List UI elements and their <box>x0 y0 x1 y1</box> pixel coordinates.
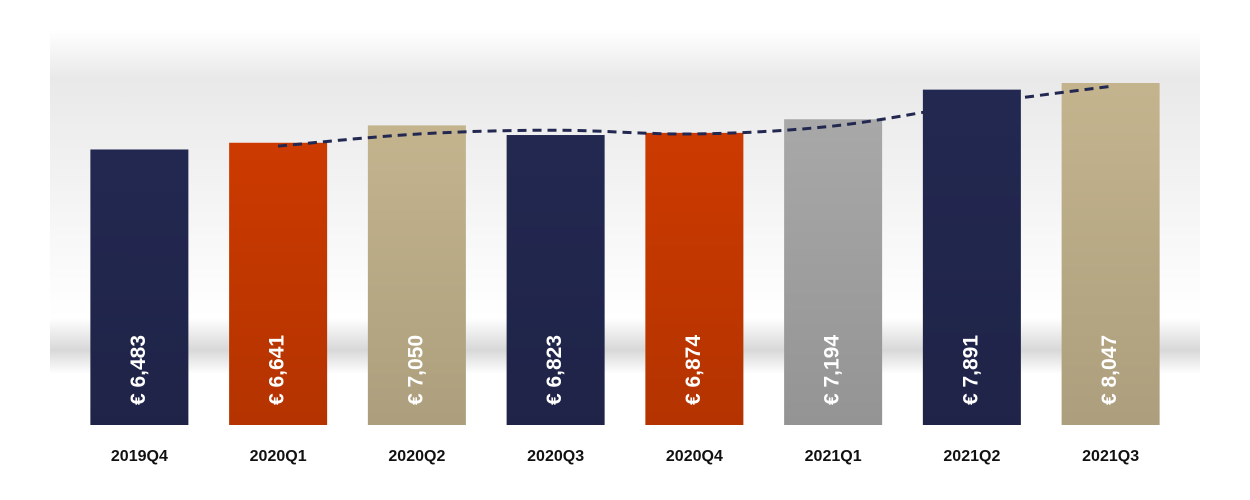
value-label: € 6,874 <box>682 335 705 405</box>
bar-shade <box>506 135 605 425</box>
value-label: € 7,050 <box>404 335 427 405</box>
bar-shade <box>922 89 1021 425</box>
value-label: € 6,483 <box>127 335 150 405</box>
value-label: € 7,891 <box>959 335 982 405</box>
value-label: € 7,194 <box>821 335 844 405</box>
bar-shade <box>90 149 189 425</box>
value-label: € 8,047 <box>1098 335 1121 405</box>
plot-background <box>50 30 1200 430</box>
bar-shade <box>1061 83 1160 425</box>
value-label: € 6,641 <box>266 335 289 405</box>
bar-shade <box>645 132 744 426</box>
x-tick-label: 2021Q2 <box>943 448 1000 465</box>
bar-shade <box>367 125 466 425</box>
bar-shade <box>229 142 328 425</box>
x-tick-label: 2021Q3 <box>1082 448 1139 465</box>
x-tick-label: 2020Q2 <box>388 448 445 465</box>
x-tick-label: 2020Q4 <box>666 448 723 465</box>
x-tick-label: 2021Q1 <box>805 448 862 465</box>
x-tick-label: 2019Q4 <box>111 448 168 465</box>
trendline <box>277 84 1111 148</box>
x-tick-label: 2020Q3 <box>527 448 584 465</box>
x-tick-label: 2020Q1 <box>250 448 307 465</box>
value-label: € 6,823 <box>543 335 566 405</box>
bar-shade <box>784 119 883 425</box>
